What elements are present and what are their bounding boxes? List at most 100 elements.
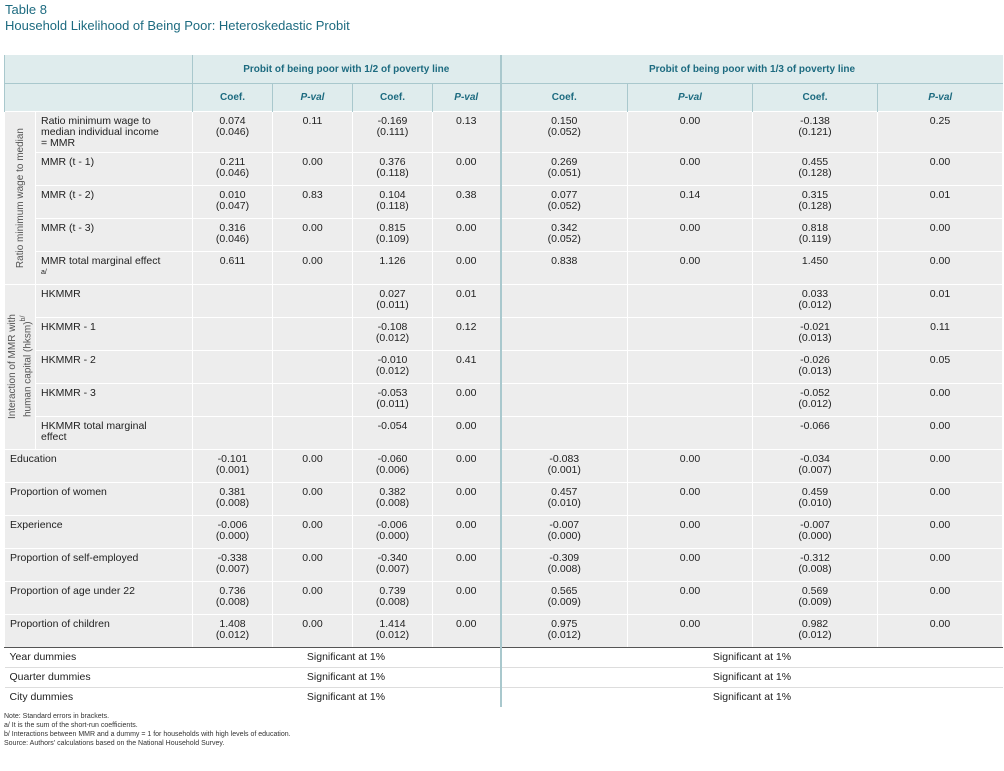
value: 0.83 — [302, 189, 323, 201]
standard-error: (0.013) — [798, 365, 832, 377]
value-cell: 0.010 (0.047) — [192, 185, 273, 219]
value-cell: 0.00 — [877, 152, 1003, 186]
value: 0.611 — [219, 255, 246, 267]
standard-error: (0.012) — [798, 629, 832, 641]
dummy-row: City dummies Significant at 1% Significant… — [4, 687, 1003, 707]
standard-error: (0.008) — [215, 497, 250, 509]
value-cell: 0.316 (0.046) — [192, 218, 273, 252]
value-cell: 0.382 (0.008) — [352, 482, 433, 516]
standard-error: (0.128) — [798, 200, 832, 212]
value: 0.00 — [929, 618, 951, 630]
value-cell: -0.034 (0.007) — [752, 449, 878, 483]
value: 0.00 — [929, 453, 951, 465]
value: -0.083 — [549, 453, 580, 465]
value-cell: 1.450 — [752, 251, 878, 285]
value: -0.026 — [800, 354, 830, 366]
value: 0.569 — [801, 585, 829, 597]
value: 0.00 — [456, 618, 477, 630]
value-cell: 0.565 (0.009) — [499, 581, 628, 615]
value: 0.00 — [456, 552, 477, 564]
data-row: Experience -0.006 (0.000) 0.00 -0.006 (0.000)… — [4, 515, 1003, 549]
value-cell — [627, 350, 753, 384]
value-cell: 0.736 (0.008) — [192, 581, 273, 615]
standard-error: (0.008) — [375, 596, 410, 608]
value: -0.309 — [549, 552, 580, 564]
value-cell: 0.00 — [627, 614, 753, 648]
value: -0.340 — [377, 552, 408, 564]
standard-error: (0.000) — [215, 530, 250, 542]
standard-error: (0.009) — [798, 596, 832, 608]
column-header: P-val — [432, 83, 501, 112]
data-row: Proportion of children 1.408 (0.012) 0.00 1.… — [4, 614, 1003, 648]
value-cell: 0.815 (0.109) — [352, 218, 433, 252]
standard-error: (0.008) — [215, 596, 250, 608]
row-label: HKMMR - 3 — [35, 383, 193, 417]
standard-error: (0.000) — [547, 530, 581, 542]
value: -0.034 — [800, 453, 830, 465]
value: 0.00 — [456, 519, 477, 531]
row-label-text: HKMMR total marginal effect — [41, 420, 147, 443]
superscript: b/ — [19, 316, 27, 323]
row-label-text: Proportion of self-employed — [10, 552, 139, 564]
notes: Note: Standard errors in brackets. a/ It … — [4, 712, 291, 748]
value: 0.00 — [456, 585, 477, 597]
value-cell — [499, 317, 628, 351]
standard-error: (0.012) — [375, 332, 410, 344]
row-label: Ratio minimum wage to median individual … — [35, 111, 193, 153]
value: 0.027 — [379, 288, 406, 300]
value: 0.455 — [801, 156, 829, 168]
value: 0.00 — [302, 618, 323, 630]
value-cell: -0.169 (0.111) — [352, 111, 433, 153]
header-row: Coef. P-val Coef. P-val Coef. P-val Coef. P-val — [4, 83, 1003, 112]
value: 0.00 — [302, 156, 323, 168]
value: 0.00 — [929, 156, 951, 168]
data-row: Education -0.101 (0.001) 0.00 -0.060 (0.006) 0… — [4, 449, 1003, 483]
value: -0.138 — [800, 115, 830, 127]
value: 0.00 — [929, 519, 951, 531]
value-cell: 0.00 — [432, 515, 501, 549]
value: -0.312 — [800, 552, 830, 564]
value: 0.838 — [551, 255, 578, 267]
value-cell — [627, 284, 753, 318]
value-cell — [192, 350, 273, 384]
value: 0.316 — [219, 222, 246, 234]
standard-error: (0.052) — [547, 200, 581, 212]
value: 0.00 — [679, 519, 701, 531]
value-cell: 0.00 — [627, 482, 753, 516]
standard-error: (0.121) — [798, 126, 832, 138]
standard-error: (0.128) — [798, 167, 832, 179]
value: 0.269 — [551, 156, 578, 168]
value-cell: 0.381 (0.008) — [192, 482, 273, 516]
value: 0.815 — [379, 222, 406, 234]
value-cell: 0.38 — [432, 185, 501, 219]
value: 0.382 — [379, 486, 406, 498]
side-label-cell: Ratio minimum wage to median — [4, 111, 36, 285]
value-cell: 0.00 — [627, 449, 753, 483]
value-cell: 0.074 (0.046) — [192, 111, 273, 153]
value: -0.010 — [377, 354, 408, 366]
value: 0.13 — [456, 115, 477, 127]
value: 0.00 — [456, 156, 477, 168]
row-label: HKMMR total marginal effect — [35, 416, 193, 450]
value-cell: -0.007 (0.000) — [752, 515, 878, 549]
row-label-text: Proportion of age under 22 — [10, 585, 135, 597]
standard-error: (0.111) — [376, 126, 409, 138]
row-label-text: Education — [10, 453, 57, 465]
standard-error: (0.119) — [798, 233, 832, 245]
value-cell: 0.104 (0.118) — [352, 185, 433, 219]
value: 0.077 — [551, 189, 578, 201]
value: 0.00 — [929, 222, 951, 234]
standard-error: (0.046) — [215, 126, 250, 138]
row-label-text: HKMMR - 2 — [41, 354, 96, 366]
value: 0.00 — [456, 255, 477, 267]
value-cell: 0.00 — [877, 614, 1003, 648]
value: 0.00 — [456, 222, 477, 234]
value-cell — [499, 350, 628, 384]
value-cell: -0.010 (0.012) — [352, 350, 433, 384]
value-cell: 0.00 — [877, 218, 1003, 252]
value-cell: 0.14 — [627, 185, 753, 219]
value: -0.006 — [377, 519, 408, 531]
value-cell — [192, 416, 273, 450]
value: 0.211 — [219, 156, 246, 168]
standard-error: (0.011) — [376, 299, 409, 311]
